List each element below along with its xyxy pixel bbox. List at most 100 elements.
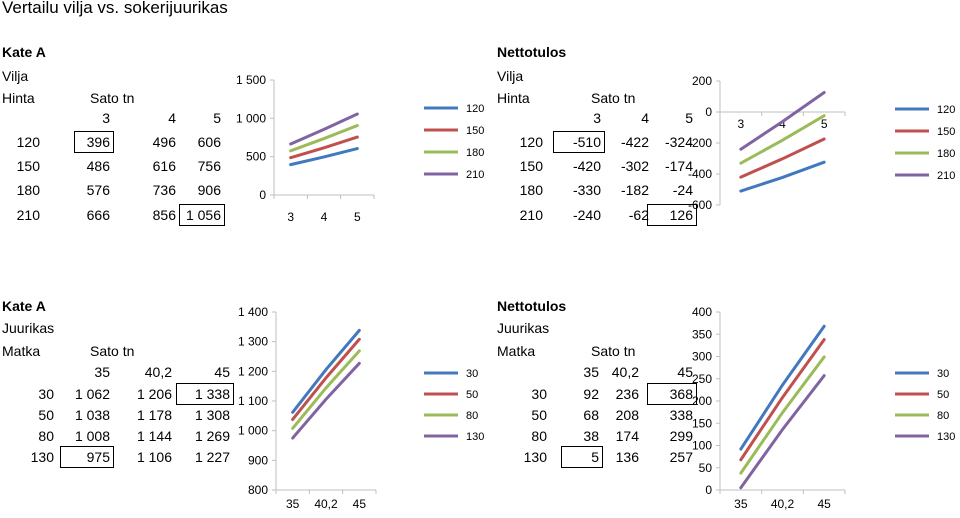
legend-label: 210 <box>466 169 484 181</box>
highlight-box <box>561 446 603 468</box>
x-tick-label: 4 <box>779 117 786 131</box>
table-cell: 1 206 <box>136 386 172 402</box>
y-tick-label: 0 <box>705 483 712 497</box>
table-cell: 1 227 <box>194 449 230 465</box>
col-header: 4 <box>168 110 176 126</box>
y-tick-label: 1 400 <box>238 305 268 319</box>
table-cell: 1 008 <box>74 428 110 444</box>
y-tick-label: 0 <box>259 188 266 202</box>
chart-netto-vilja: -600 -400 -200 0 200 3 4 5 120 150 180 210 <box>688 74 955 212</box>
table-cell: 496 <box>152 134 176 150</box>
table-cell: -510 <box>572 134 601 150</box>
x-tick-label: 5 <box>821 117 828 131</box>
chart-netto-juurikas: 0 50 100 150 200 250 300 350 400 35 40,2 45 30 50 80 13… <box>692 305 955 511</box>
y-tick-label: 150 <box>692 416 712 430</box>
highlight-box <box>60 446 114 468</box>
row-label: 180 <box>519 182 543 198</box>
table-cell: 208 <box>615 407 639 423</box>
row-label: 150 <box>16 158 40 174</box>
col-axis-label: Sato tn <box>591 90 636 106</box>
legend-label: 30 <box>466 368 478 380</box>
section-header: Nettotulos <box>497 44 567 60</box>
y-tick-label: 100 <box>692 439 712 453</box>
legend-label: 30 <box>937 368 949 380</box>
col-axis-label: Sato tn <box>591 343 636 359</box>
y-tick-label: 900 <box>248 453 268 467</box>
x-tick-label: 35 <box>734 497 748 511</box>
col-header: 3 <box>593 110 601 126</box>
legend-label: 180 <box>937 148 955 160</box>
table-cell: 92 <box>583 386 599 402</box>
col-axis-label: Sato tn <box>90 90 135 106</box>
table-cell: 396 <box>86 134 110 150</box>
x-tick-label: 3 <box>737 117 744 131</box>
y-tick-label: 1 100 <box>238 394 268 408</box>
legend-label: 120 <box>466 103 484 115</box>
table-cell: 616 <box>152 158 176 174</box>
table-cell: -302 <box>620 158 649 174</box>
row-label: 130 <box>523 449 547 465</box>
table-cell: 236 <box>615 386 639 402</box>
y-tick-label: -400 <box>688 167 712 181</box>
table-cell: 1 269 <box>194 428 230 444</box>
series-line-180 <box>289 124 359 153</box>
row-label: 210 <box>16 207 40 223</box>
legend-label: 120 <box>937 104 955 116</box>
series-line-130 <box>739 374 826 490</box>
col-header: 35 <box>583 364 599 380</box>
series-line-30 <box>291 328 361 414</box>
table-cell: 1 038 <box>74 407 110 423</box>
row-label: 180 <box>16 182 40 198</box>
y-tick-label: 1 500 <box>236 73 266 87</box>
x-tick-label: 3 <box>287 210 294 224</box>
table-cell: -330 <box>572 182 601 198</box>
y-tick-label: -600 <box>688 198 712 212</box>
crop-label: Vilja <box>2 68 29 84</box>
table-cell: 1 308 <box>194 407 230 423</box>
series-line-120 <box>739 160 826 193</box>
col-header: 3 <box>102 110 110 126</box>
table-cell: -422 <box>620 134 649 150</box>
table-cell: 606 <box>197 134 221 150</box>
series-line-130 <box>291 361 361 440</box>
x-tick-label: 35 <box>286 497 300 511</box>
legend-label: 80 <box>937 410 949 422</box>
y-tick-label: 1 200 <box>238 364 268 378</box>
y-tick-label: 0 <box>705 105 712 119</box>
table-cell: 38 <box>583 428 599 444</box>
series-line-30 <box>739 324 826 451</box>
y-tick-label: 500 <box>246 150 266 164</box>
table-cell: 257 <box>669 449 693 465</box>
row-axis-label: Matka <box>2 343 41 359</box>
row-label: 80 <box>531 428 547 444</box>
y-tick-label: 1 000 <box>236 111 266 125</box>
table-cell: 299 <box>669 428 693 444</box>
col-header: 35 <box>94 364 110 380</box>
legend-label: 150 <box>937 126 955 138</box>
table-cell: 174 <box>615 428 639 444</box>
y-tick-label: 350 <box>692 327 712 341</box>
x-tick-label: 40,2 <box>771 497 795 511</box>
highlight-box <box>647 383 697 405</box>
series-line-180 <box>739 114 826 165</box>
crop-label: Juurikas <box>497 320 550 336</box>
section-header: Kate A <box>2 44 46 60</box>
table-cell: 1 106 <box>136 449 172 465</box>
y-tick-label: 1 000 <box>238 424 268 438</box>
table-cell: 666 <box>86 207 110 223</box>
table-cell: 68 <box>583 407 599 423</box>
y-tick-label: 200 <box>692 394 712 408</box>
series-line-80 <box>291 349 361 430</box>
row-label: 120 <box>16 134 40 150</box>
row-axis-label: Hinta <box>2 90 35 106</box>
section-header: Kate A <box>2 298 46 314</box>
col-header: 4 <box>641 110 649 126</box>
crop-label: Vilja <box>497 68 524 84</box>
table-cell: 856 <box>152 207 176 223</box>
table-cell: 1 144 <box>136 428 172 444</box>
row-label: 50 <box>38 407 54 423</box>
x-tick-label: 5 <box>354 210 361 224</box>
series-line-150 <box>739 137 826 179</box>
row-label: 130 <box>30 449 54 465</box>
y-tick-label: 250 <box>692 372 712 386</box>
